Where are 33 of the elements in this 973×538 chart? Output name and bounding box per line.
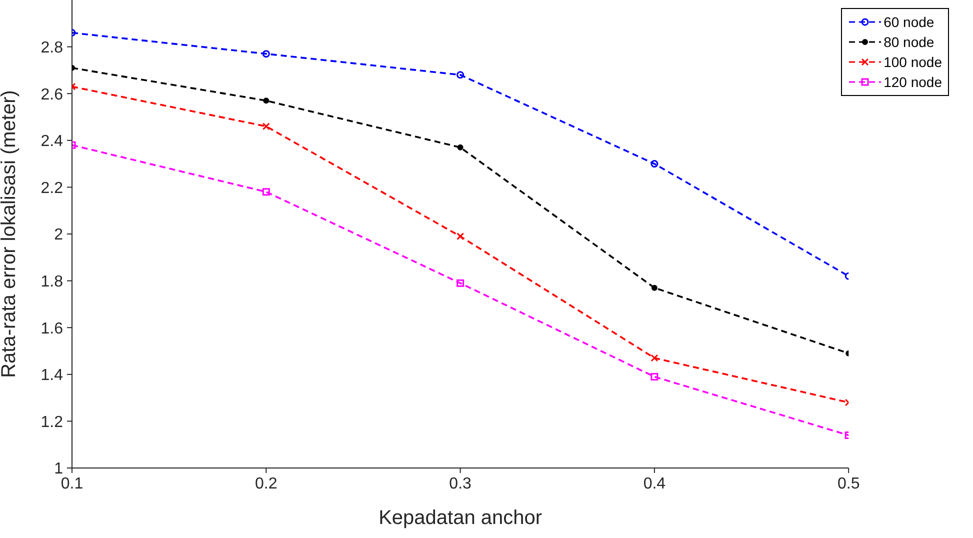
y-tick-label: 2.6 — [40, 86, 64, 104]
point — [262, 122, 270, 130]
y-tick-label: 1.6 — [40, 320, 64, 338]
x-axis-title: Kepadatan anchor — [378, 507, 542, 529]
point — [456, 279, 464, 287]
point — [456, 71, 464, 79]
y-tick-label: 1.4 — [40, 367, 64, 384]
legend-label: 120 node — [884, 74, 942, 90]
y-tick-label: 1.8 — [40, 273, 64, 290]
point — [651, 284, 658, 291]
point — [650, 354, 658, 362]
x-tick-label: 0.2 — [255, 475, 278, 492]
y-tick-label: 2.4 — [40, 133, 64, 150]
y-tick-label: 1 — [54, 460, 64, 478]
legend-label: 100 node — [884, 54, 942, 70]
y-tick-label: 1.2 — [40, 414, 64, 431]
legend-label: 80 node — [884, 34, 934, 50]
x-tick-label: 0.5 — [837, 475, 860, 492]
y-tick-label: 2 — [54, 226, 64, 244]
y-axis-title: Rata-rata error lokalisasi (meter) — [0, 90, 20, 378]
point — [650, 160, 658, 168]
y-tick-label: 2.8 — [40, 39, 64, 56]
point — [456, 232, 464, 240]
x-tick-label: 0.1 — [60, 475, 84, 492]
point — [262, 50, 270, 58]
point — [650, 372, 658, 380]
point — [457, 144, 464, 150]
legend-label: 60 node — [884, 14, 934, 30]
x-tick-label: 0.3 — [449, 475, 472, 492]
point — [262, 188, 270, 196]
x-tick-label: 0.4 — [643, 475, 666, 492]
point — [263, 98, 270, 104]
y-tick-label: 2.2 — [40, 180, 64, 197]
